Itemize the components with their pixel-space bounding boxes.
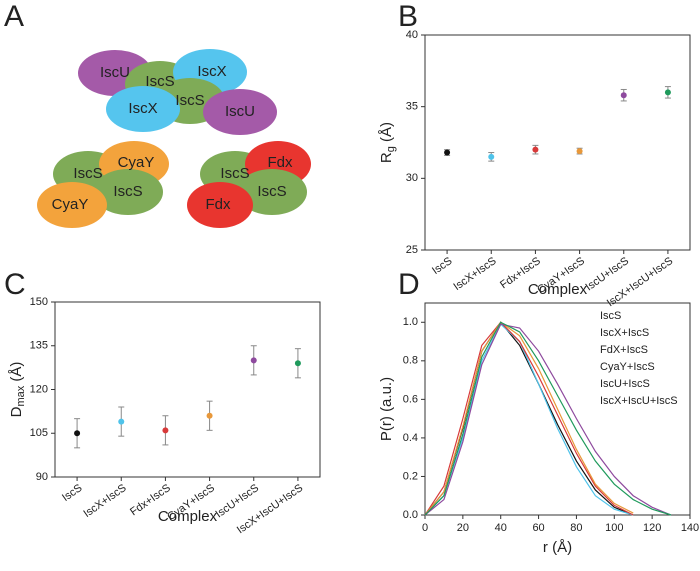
point	[162, 427, 169, 434]
y-tick-label: 35	[406, 101, 418, 113]
panel-letter: C	[4, 268, 26, 301]
y-tick-label: 105	[30, 427, 48, 439]
node	[93, 169, 163, 215]
node	[187, 182, 253, 228]
y-axis-label-part: (Å)	[378, 122, 395, 146]
legend-entry: IscU+IscS	[600, 378, 650, 390]
y-tick-label: 135	[30, 340, 48, 352]
point	[444, 149, 451, 156]
plot-frame	[424, 34, 691, 251]
y-axis-label: Dmax (Å)	[8, 362, 27, 418]
y-tick-label: 30	[406, 172, 418, 184]
x-tick-label: 20	[457, 522, 469, 534]
panel-letter: D	[398, 268, 420, 301]
y-tick-label: 0.0	[403, 509, 418, 521]
series-line	[424, 321, 672, 516]
y-axis-label-part: D	[8, 406, 25, 417]
y-tick-label: 0.2	[403, 470, 418, 482]
y-axis-label-part: (Å)	[8, 362, 25, 386]
series-line	[424, 323, 634, 516]
node	[37, 182, 107, 228]
node-label: IscS	[113, 183, 142, 200]
node-label: IscU	[100, 64, 130, 81]
y-tick-label: 90	[36, 471, 48, 483]
x-axis-label: Complex	[528, 281, 588, 298]
node-label: IscU	[225, 103, 255, 120]
y-axis-label-part: R	[378, 152, 395, 163]
node-label: CyaY	[52, 196, 89, 213]
x-tick-label: 120	[643, 522, 661, 534]
x-tick-label: IscS	[430, 255, 454, 277]
node	[237, 169, 307, 215]
y-axis-label: P(r) (a.u.)	[378, 377, 395, 441]
legend-entry: CyaY+IscS	[600, 361, 655, 373]
series-line	[424, 321, 634, 516]
point	[664, 89, 671, 96]
point	[250, 357, 257, 364]
legend-entry: IscS	[600, 310, 621, 322]
node-label: IscS	[175, 92, 204, 109]
point	[206, 412, 213, 419]
point	[118, 418, 125, 425]
panel-letter: A	[4, 0, 24, 33]
x-tick-label: 80	[570, 522, 582, 534]
panel-letter: B	[398, 0, 418, 33]
y-tick-label: 120	[30, 383, 48, 395]
x-tick-label: IscX+IscS	[451, 255, 498, 293]
legend-entry: IscX+IscS	[600, 327, 649, 339]
plot-frame	[54, 301, 321, 478]
y-tick-label: 25	[406, 244, 418, 256]
x-tick-label: IscS	[60, 482, 84, 504]
point	[576, 148, 583, 155]
point	[620, 92, 627, 99]
point	[532, 146, 539, 153]
y-axis-label-part: max	[15, 385, 27, 406]
node-label: Fdx	[267, 154, 293, 171]
y-axis-label-part: g	[385, 146, 397, 152]
x-axis-label: Complex	[158, 508, 218, 525]
y-tick-label: 0.6	[403, 393, 418, 405]
y-tick-label: 1.0	[403, 316, 418, 328]
protein-diagram: IscU IscS IscX IscX IscS IscU IscS CyaY …	[37, 49, 311, 228]
series-line	[424, 323, 672, 516]
legend-entry: IscX+IscU+IscS	[600, 395, 678, 407]
plot-frame	[424, 302, 691, 516]
x-tick-label: 40	[495, 522, 507, 534]
y-tick-label: 40	[406, 29, 418, 41]
x-tick-label: 100	[605, 522, 623, 534]
y-axis-label: Rg (Å)	[378, 122, 397, 163]
x-axis-label: r (Å)	[543, 539, 572, 556]
series-line	[424, 321, 634, 516]
x-tick-label: 60	[532, 522, 544, 534]
point	[294, 360, 301, 367]
point	[74, 430, 81, 437]
point	[488, 153, 495, 160]
node-label: Fdx	[205, 196, 231, 213]
node-label: IscX	[197, 63, 226, 80]
y-tick-label: 150	[30, 296, 48, 308]
node-label: IscS	[73, 165, 102, 182]
node	[203, 89, 277, 135]
node-label: IscS	[220, 165, 249, 182]
node-label: IscS	[145, 73, 174, 90]
node	[106, 86, 180, 132]
node-label: IscX	[128, 100, 157, 117]
x-tick-label: 140	[681, 522, 699, 534]
y-tick-label: 0.8	[403, 355, 418, 367]
x-tick-label: IscX+IscS	[81, 482, 128, 520]
node-label: CyaY	[118, 154, 155, 171]
legend-entry: FdX+IscS	[600, 344, 648, 356]
x-tick-label: 0	[422, 522, 428, 534]
y-tick-label: 0.4	[403, 432, 418, 444]
node-label: IscS	[257, 183, 286, 200]
